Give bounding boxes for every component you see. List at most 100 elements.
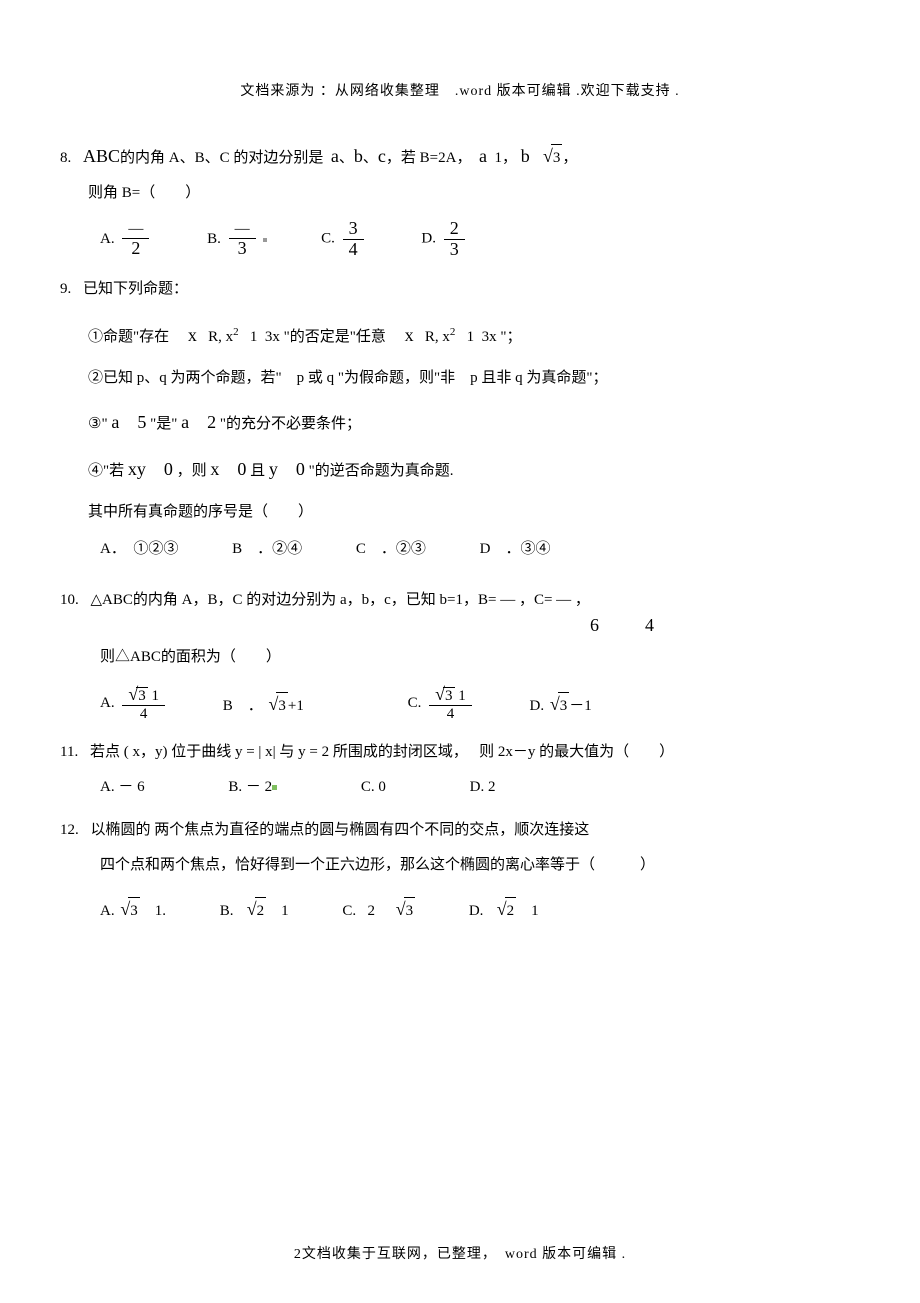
q9-i1-end: "； [500, 329, 521, 345]
q9-item1: ①命题"存在 x R, x2 1 3x "的否定是"任意 x R, x2 1 3… [60, 319, 860, 351]
q10-den-b: 6 [590, 609, 599, 641]
q8-line1: 8. ABC的内角 A、B、C 的对边分别是 a、b、c，若 B=2A， a 1… [60, 140, 860, 172]
q8-opt-c-label: C. [321, 231, 335, 247]
q10-opt-c: C. √3 1 4 [408, 685, 476, 722]
question-11: 11. 若点 ( x，y) 位于曲线 y = | x| 与 y = 2 所围成的… [60, 739, 860, 801]
q8-t7: ， [562, 150, 577, 166]
dot-icon [263, 238, 267, 242]
q9-i1-e3: R, x [417, 329, 450, 345]
q12-d-tail: 1 [516, 903, 539, 919]
q9-num: 9. [60, 276, 71, 303]
q8-a-num: — [122, 221, 149, 239]
q8-abc: ABC [83, 146, 120, 166]
q8-c-num: 3 [343, 219, 364, 240]
q12-a-tail: 1. [140, 903, 166, 919]
q9-i4-x: x 0 [210, 459, 246, 479]
q10-a-den: 4 [122, 706, 165, 723]
q8-opt-b-label: B. [207, 231, 221, 247]
q8-b2: b [521, 146, 530, 166]
q12-c-sqrt: √3 [394, 893, 415, 925]
q10-c-den: 4 [429, 706, 472, 723]
q10-text: △ABC的内角 A，B，C 的对边分别为 a，b，c，已知 b=1，B= — ，… [91, 592, 590, 608]
q12-a-sqrt: √3 [118, 893, 139, 925]
q9-i3-b: a 2 [181, 412, 216, 432]
q12-opt-a: A. √3 1. [100, 893, 166, 925]
q8-opt-d-label: D. [421, 231, 436, 247]
q12-d-sqrt: √2 [495, 893, 516, 925]
q9-opt-a: A． ①②③ [100, 536, 178, 563]
q8-t1: 的内角 A、B、C 的对边分别是 [120, 150, 327, 166]
q11-opt-d: D. 2 [470, 774, 496, 801]
q12-line2: 四个点和两个焦点，恰好得到一个正六边形，那么这个椭圆的离心率等于（ ） [60, 852, 860, 879]
q8-t5: 1， [487, 150, 517, 166]
q8-d-den: 3 [444, 240, 465, 260]
q9-opt-c: C ．②③ [356, 536, 426, 563]
question-10: 10. △ABC的内角 A，B，C 的对边分别为 a，b，c，已知 b=1，B=… [60, 587, 860, 722]
q11-text: 若点 ( x，y) 位于曲线 y = | x| 与 y = 2 所围成的封闭区域… [90, 744, 674, 760]
q11-line1: 11. 若点 ( x，y) 位于曲线 y = | x| 与 y = 2 所围成的… [60, 739, 860, 766]
q11-opt-b: B. － 2 [228, 774, 277, 801]
q9-i1-sup1: 2 [233, 326, 239, 338]
q9-i3-pre: ③" [88, 416, 108, 432]
q9-i4-xy: xy 0 [128, 459, 173, 479]
q10-c-num: √3 1 [429, 685, 472, 706]
question-8: 8. ABC的内角 A、B、C 的对边分别是 a、b、c，若 B=2A， a 1… [60, 140, 860, 260]
q10-d-sqrt: √3 [548, 688, 569, 720]
green-dot-icon [272, 785, 277, 790]
q10-options: A. √3 1 4 B ． √3+1 C. √3 1 4 D. √3－1 [60, 685, 860, 722]
q12-opt-d: D. √2 1 [469, 893, 539, 925]
q9-i4-pre: ④"若 [88, 463, 128, 479]
q8-d-num: 2 [444, 219, 465, 240]
header-note: 文档来源为 ：从网络收集整理 .word 版本可编辑 .欢迎下载支持 . [60, 80, 860, 100]
q9-i1-e4: 1 3x [459, 329, 497, 345]
q9-i4-mid: ，则 [177, 463, 211, 479]
q8-b: b [354, 146, 363, 166]
q9-opt-d: D ．③④ [480, 536, 551, 563]
q9-opt-b: B ．②④ [232, 536, 302, 563]
q9-i1-pre: ①命题"存在 [88, 329, 184, 345]
q9-i1-e2: 1 3x [242, 329, 280, 345]
q10-b-tail: +1 [288, 698, 304, 714]
q9-i4-and: 且 [250, 463, 269, 479]
q8-t2: 、 [339, 150, 354, 166]
q9-i1-x2: x [405, 325, 414, 345]
q8-b-num: — [229, 221, 256, 239]
q8-c-den: 4 [343, 240, 364, 260]
q12-num: 12. [60, 817, 79, 844]
q9-item4: ④"若 xy 0 ，则 x 0 且 y 0 "的逆否命题为真命题. [60, 453, 860, 485]
q9-text: 已知下列命题： [83, 281, 188, 297]
q8-opt-b: B. —3 [207, 221, 267, 258]
q8-a2: a [479, 146, 487, 166]
q10-d-label: D. [530, 698, 545, 714]
question-9: 9. 已知下列命题： ①命题"存在 x R, x2 1 3x "的否定是"任意 … [60, 276, 860, 563]
q11-options: A. － 6 B. － 2 C. 0 D. 2 [60, 774, 860, 801]
q11-opt-c: C. 0 [361, 774, 386, 801]
q12-d-label: D. [469, 903, 484, 919]
q12-c-pre: 2 [367, 903, 390, 919]
q8-t3: 、 [363, 150, 378, 166]
q9-i1-e1: R, x [201, 329, 234, 345]
q12-b-sqrt: √2 [245, 893, 266, 925]
q9-i3-mid: "是" [150, 416, 177, 432]
q10-opt-b: B ． √3+1 [223, 688, 304, 720]
q8-c: c [378, 146, 386, 166]
q11-opt-a: A. － 6 [100, 774, 145, 801]
q8-a: a [331, 146, 339, 166]
q10-c-label: C. [408, 695, 422, 711]
q10-a-num: √3 1 [122, 685, 165, 706]
q9-i3-a: a 5 [111, 412, 146, 432]
q9-item2: ②已知 p、q 为两个命题，若" p 或 q "为假命题，则"非 p 且非 q … [60, 365, 860, 392]
q8-sqrt3: √3 [541, 140, 562, 172]
q12-line1: 12. 以椭圆的 两个焦点为直径的端点的圆与椭圆有四个不同的交点，顺次连接这 [60, 817, 860, 844]
q9-i4-end: "的逆否命题为真命题. [309, 463, 454, 479]
q12-options: A. √3 1. B. √2 1 C. 2 √3 D. √2 1 [60, 893, 860, 925]
q8-options: A. —2 B. —3 C. 34 D. 23 [60, 219, 860, 260]
q10-opt-a: A. √3 1 4 [100, 685, 169, 722]
q10-line1: 10. △ABC的内角 A，B，C 的对边分别为 a，b，c，已知 b=1，B=… [60, 587, 860, 614]
q10-b-sqrt: √3 [267, 688, 288, 720]
q12-c-label: C. [342, 903, 356, 919]
q9-options: A． ①②③ B ．②④ C ．②③ D ．③④ [60, 536, 860, 563]
q8-opt-a: A. —2 [100, 221, 153, 258]
q8-opt-a-label: A. [100, 231, 115, 247]
q12-a-label: A. [100, 903, 115, 919]
